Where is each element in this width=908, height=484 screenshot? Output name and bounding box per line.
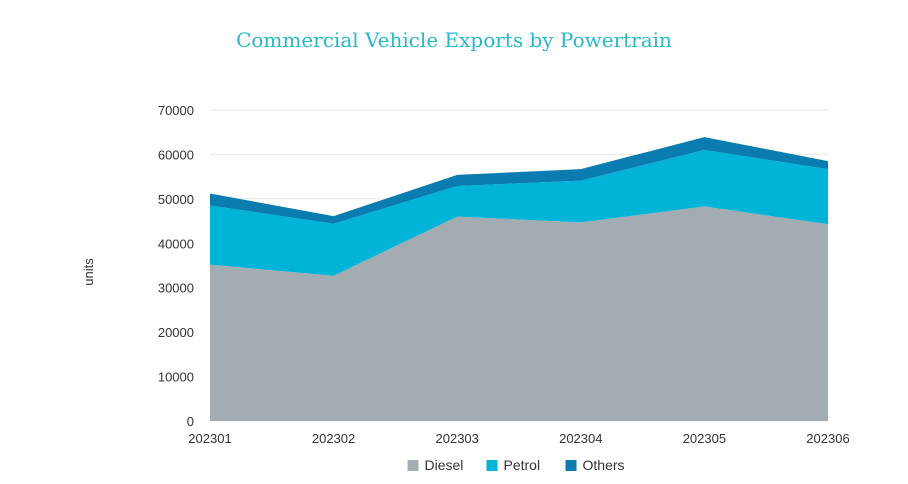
legend-swatch bbox=[407, 460, 419, 471]
area-others bbox=[210, 137, 828, 224]
legend-swatch bbox=[565, 460, 577, 471]
x-tick-label: 202301 bbox=[188, 431, 231, 446]
y-tick-label: 10000 bbox=[158, 370, 194, 385]
x-tick-label: 202305 bbox=[683, 431, 726, 446]
y-tick-label: 40000 bbox=[158, 236, 194, 251]
legend-label: Diesel bbox=[425, 457, 464, 473]
y-axis: 0 10000 20000 30000 40000 50000 60000 70000 bbox=[158, 103, 194, 429]
area-petrol bbox=[210, 149, 828, 276]
legend-item-petrol: Petrol bbox=[486, 457, 541, 473]
x-tick-label: 202302 bbox=[312, 431, 355, 446]
legend-item-others: Others bbox=[565, 457, 625, 473]
y-axis-title: units bbox=[81, 258, 96, 286]
legend: Diesel Petrol Others bbox=[407, 457, 625, 473]
legend-item-diesel: Diesel bbox=[407, 457, 464, 473]
chart-title: Commercial Vehicle Exports by Powertrain bbox=[236, 28, 672, 52]
x-tick-label: 202306 bbox=[806, 431, 849, 446]
legend-label: Others bbox=[583, 457, 625, 473]
y-tick-label: 60000 bbox=[158, 147, 194, 162]
x-tick-label: 202304 bbox=[559, 431, 602, 446]
y-tick-label: 50000 bbox=[158, 192, 194, 207]
y-tick-label: 0 bbox=[187, 414, 194, 429]
y-tick-label: 30000 bbox=[158, 281, 194, 296]
legend-swatch bbox=[486, 460, 498, 471]
area-series bbox=[210, 137, 828, 421]
x-axis: 202301 202302 202303 202304 202305 202306 bbox=[188, 431, 849, 446]
legend-label: Petrol bbox=[504, 457, 541, 473]
x-tick-label: 202303 bbox=[436, 431, 479, 446]
y-tick-label: 70000 bbox=[158, 103, 194, 118]
area-diesel bbox=[210, 206, 828, 421]
y-tick-label: 20000 bbox=[158, 325, 194, 340]
